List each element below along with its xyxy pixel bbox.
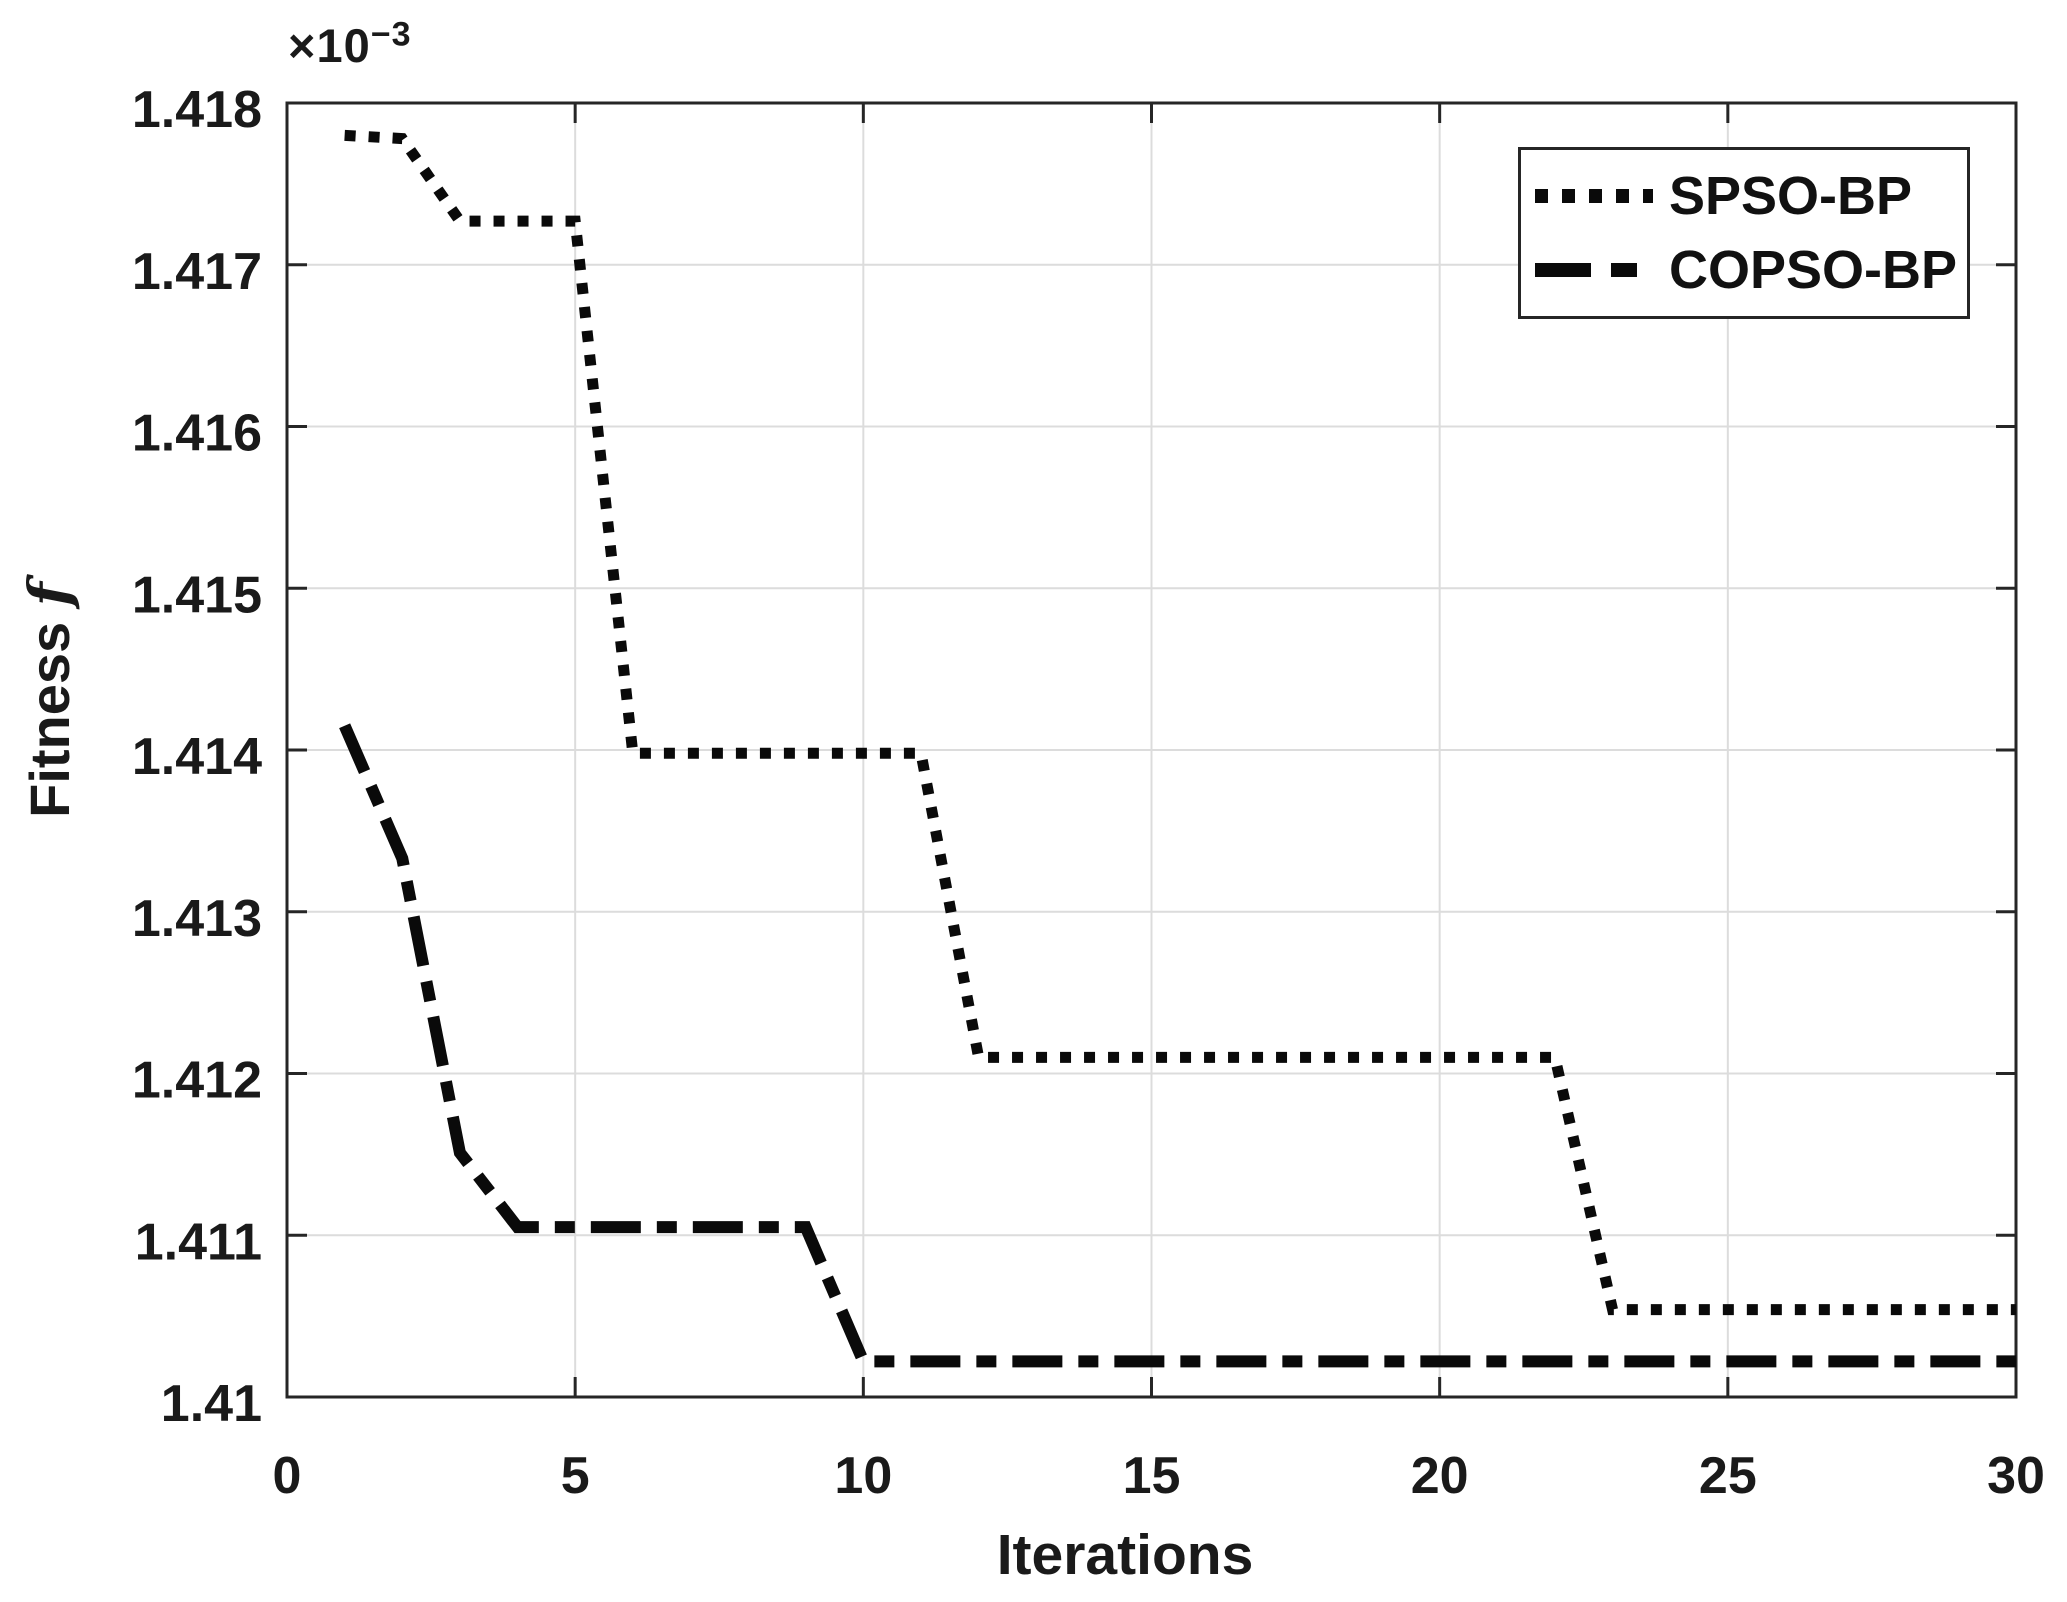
legend: SPSO-BP COPSO-BP [1518, 147, 1970, 319]
x-tick-label: 15 [1123, 1447, 1181, 1505]
spso-line-sample-icon [1535, 189, 1653, 204]
y-tick-label: 1.41 [161, 1375, 262, 1433]
y-axis-title: Fitness f [15, 540, 85, 860]
y-tick-label: 1.414 [132, 728, 262, 786]
legend-label-spso: SPSO-BP [1669, 166, 1913, 227]
y-axis-title-text: Fitness [18, 606, 81, 818]
x-tick-label: 20 [1411, 1447, 1469, 1505]
y-tick-label: 1.415 [132, 566, 262, 624]
y-tick-label: 1.418 [132, 81, 262, 139]
offset-exponent: −3 [370, 15, 412, 54]
copso-bp-line [339, 723, 2016, 1368]
y-axis-offset-label: ×10−3 [288, 15, 412, 73]
legend-row-copso: COPSO-BP [1521, 243, 1967, 297]
x-tick-label: 10 [834, 1447, 892, 1505]
y-axis-title-variable: f [17, 582, 83, 607]
copso-line-sample-icon [1535, 262, 1653, 277]
x-tick-label: 0 [273, 1447, 302, 1505]
x-tick-label: 30 [1987, 1447, 2045, 1505]
y-tick-label: 1.413 [132, 890, 262, 948]
y-tick-label: 1.416 [132, 405, 262, 463]
y-tick-label: 1.417 [132, 243, 262, 301]
x-tick-label: 5 [561, 1447, 590, 1505]
x-tick-label: 25 [1699, 1447, 1757, 1505]
legend-label-copso: COPSO-BP [1669, 239, 1958, 300]
spso-bp-line [344, 129, 2016, 1316]
y-tick-label: 1.411 [135, 1213, 262, 1271]
legend-row-spso: SPSO-BP [1521, 169, 1967, 223]
y-tick-label: 1.412 [132, 1052, 262, 1110]
x-axis-title: Iterations [996, 1523, 1254, 1587]
offset-base: ×10 [288, 19, 371, 72]
